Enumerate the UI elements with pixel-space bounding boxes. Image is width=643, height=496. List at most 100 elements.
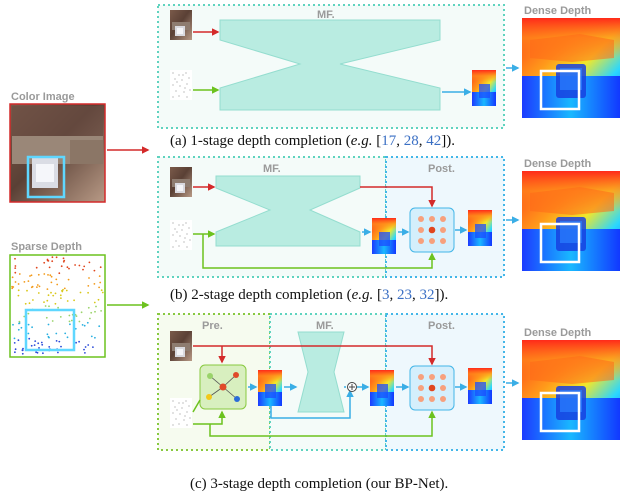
sparse-point bbox=[58, 272, 61, 275]
sparse-point bbox=[38, 285, 41, 288]
sparse-point bbox=[27, 332, 30, 335]
sparse-point bbox=[17, 339, 20, 342]
sparse-thumbnail bbox=[170, 398, 192, 428]
sparse-point bbox=[80, 311, 83, 314]
sparse-point bbox=[17, 283, 20, 285]
sparse-point bbox=[99, 266, 102, 269]
sparse-point bbox=[44, 305, 47, 307]
sparse-point bbox=[82, 268, 84, 271]
post-label: Post. bbox=[428, 163, 455, 175]
sparse-point bbox=[48, 266, 51, 269]
sparse-point bbox=[14, 257, 16, 260]
color-image bbox=[9, 103, 106, 203]
sparse-thumbnail bbox=[170, 70, 192, 100]
sparse-point bbox=[60, 265, 63, 268]
sparse-point bbox=[35, 351, 37, 354]
sparse-point bbox=[98, 275, 101, 277]
sparse-point bbox=[18, 322, 21, 324]
propagation-grid bbox=[409, 207, 455, 253]
sparse-point bbox=[36, 351, 39, 354]
sparse-point bbox=[78, 340, 80, 343]
sparse-point bbox=[88, 261, 91, 264]
sparse-point bbox=[67, 278, 70, 281]
sparse-point bbox=[30, 344, 33, 347]
sparse-point bbox=[55, 256, 58, 259]
sparse-point bbox=[11, 285, 14, 288]
sparse-point bbox=[43, 273, 46, 275]
sparse-point bbox=[84, 352, 86, 354]
sparse-point bbox=[57, 306, 59, 309]
sparse-point bbox=[87, 344, 90, 346]
sparse-point bbox=[78, 320, 81, 323]
caption-b: (b) 2-stage depth completion (e.g. [3, 2… bbox=[170, 287, 448, 303]
sparse-point bbox=[23, 315, 26, 318]
sparse-point bbox=[68, 267, 70, 270]
sparse-point bbox=[51, 320, 54, 322]
sparse-point bbox=[50, 275, 53, 278]
sparse-point bbox=[88, 277, 90, 279]
sparse-point bbox=[60, 297, 62, 299]
sparse-point bbox=[46, 333, 49, 336]
pipeline-2-stage: MF. Post. bbox=[157, 156, 520, 278]
rgb-thumbnail bbox=[170, 167, 192, 197]
sparse-point bbox=[93, 283, 96, 285]
post-label: Post. bbox=[428, 320, 455, 332]
sparse-point bbox=[33, 344, 36, 346]
sparse-point bbox=[62, 288, 64, 291]
sparse-point bbox=[36, 284, 39, 286]
sparse-point bbox=[18, 320, 21, 323]
caption-a: (a) 1-stage depth completion (e.g. [17, … bbox=[170, 133, 455, 149]
sparse-point bbox=[94, 310, 96, 313]
dense-depth-output-b bbox=[522, 171, 620, 271]
sparse-point bbox=[75, 315, 78, 317]
sparse-point bbox=[70, 319, 73, 322]
sparse-point bbox=[51, 260, 54, 263]
sparse-point bbox=[12, 323, 14, 326]
sparse-point bbox=[45, 316, 48, 319]
sparse-point bbox=[47, 335, 50, 338]
sparse-point bbox=[62, 257, 65, 260]
sparse-point bbox=[79, 291, 82, 294]
sparse-point bbox=[98, 325, 101, 328]
sparse-point bbox=[100, 310, 102, 312]
sparse-point bbox=[54, 302, 57, 305]
sparse-point bbox=[100, 289, 103, 292]
sparse-point bbox=[94, 336, 96, 339]
sparse-point bbox=[66, 300, 69, 302]
sparse-point bbox=[14, 267, 17, 269]
sparse-point bbox=[74, 264, 76, 266]
sparse-point bbox=[93, 301, 96, 304]
sparse-point bbox=[13, 342, 16, 344]
sparse-point bbox=[48, 346, 51, 348]
sparse-point bbox=[17, 289, 20, 292]
rgb-thumbnail bbox=[170, 10, 192, 40]
caption-c: (c) 3-stage depth completion (our BP-Net… bbox=[190, 476, 448, 492]
sparse-point bbox=[63, 287, 66, 290]
depth-thumbnail bbox=[370, 370, 394, 406]
sparse-point bbox=[36, 286, 38, 288]
sparse-point bbox=[42, 352, 44, 355]
sparse-point bbox=[46, 259, 49, 262]
sparse-point bbox=[87, 291, 89, 294]
sparse-point bbox=[60, 345, 62, 348]
propagation-grid bbox=[409, 365, 455, 411]
pipeline-1-stage: MF. bbox=[157, 4, 520, 129]
sparse-point bbox=[14, 348, 17, 351]
sparse-point bbox=[37, 292, 40, 294]
pre-propagation-cell bbox=[199, 364, 247, 410]
sparse-thumbnail bbox=[170, 220, 192, 250]
sparse-point bbox=[27, 323, 30, 326]
sparse-point bbox=[28, 302, 31, 305]
sparse-point bbox=[32, 299, 34, 301]
sparse-point bbox=[22, 347, 24, 350]
sparse-point bbox=[38, 347, 40, 349]
sparse-point bbox=[24, 302, 27, 305]
sparse-point bbox=[51, 256, 54, 259]
sparse-point bbox=[55, 278, 58, 281]
sparse-point bbox=[62, 260, 65, 263]
network-hourglass bbox=[219, 19, 441, 111]
sparse-point bbox=[47, 323, 50, 326]
sparse-point bbox=[23, 281, 26, 283]
sparse-point bbox=[55, 340, 58, 342]
